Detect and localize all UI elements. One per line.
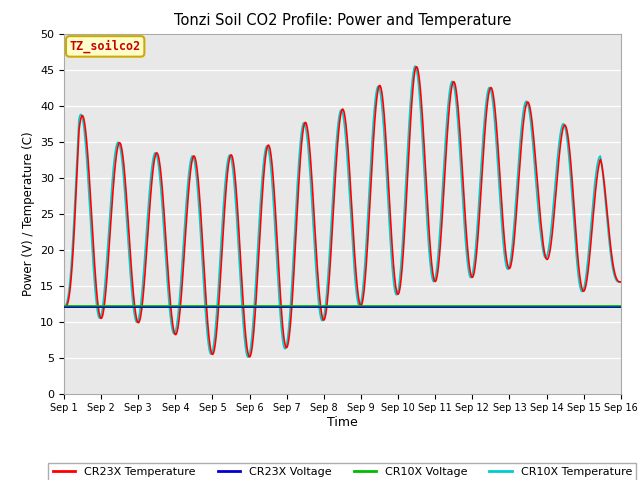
Legend: CR23X Temperature, CR23X Voltage, CR10X Voltage, CR10X Temperature: CR23X Temperature, CR23X Voltage, CR10X …	[49, 463, 636, 480]
X-axis label: Time: Time	[327, 416, 358, 429]
Y-axis label: Power (V) / Temperature (C): Power (V) / Temperature (C)	[22, 132, 35, 296]
Text: TZ_soilco2: TZ_soilco2	[70, 40, 141, 53]
Title: Tonzi Soil CO2 Profile: Power and Temperature: Tonzi Soil CO2 Profile: Power and Temper…	[173, 13, 511, 28]
